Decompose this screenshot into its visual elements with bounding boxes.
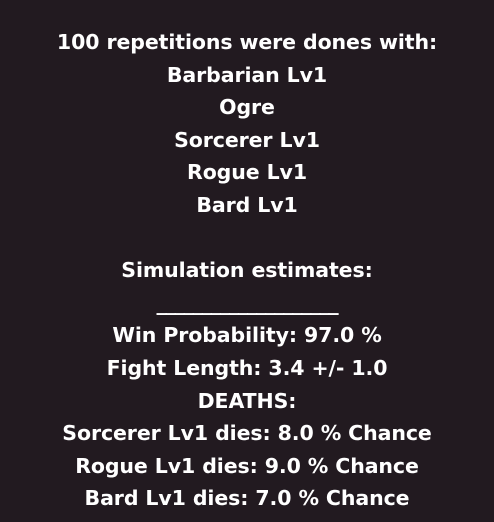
participant-5: Bard Lv1: [196, 192, 298, 217]
participant-1: Barbarian Lv1: [166, 62, 328, 87]
divider-line: ____________________: [156, 290, 338, 315]
estimates-heading: Simulation estimates:: [121, 258, 373, 283]
blank-spacer: [0, 222, 494, 255]
fight-length: Fight Length: 3.4 +/- 1.0: [106, 355, 388, 380]
death-entry-3: Bard Lv1 dies: 7.0 % Chance: [84, 486, 410, 511]
participant-4: Rogue Lv1: [187, 160, 307, 185]
death-entry-2: Rogue Lv1 dies: 9.0 % Chance: [75, 453, 419, 478]
deaths-heading: DEATHS:: [197, 388, 297, 413]
intro-text: 100 repetitions were dones with:: [56, 30, 438, 54]
participant-2: Ogre: [219, 95, 275, 120]
win-probability: Win Probability: 97.0 %: [112, 323, 382, 348]
participant-3: Sorcerer Lv1: [174, 127, 320, 152]
death-entry-1: Sorcerer Lv1 dies: 8.0 % Chance: [62, 421, 432, 446]
